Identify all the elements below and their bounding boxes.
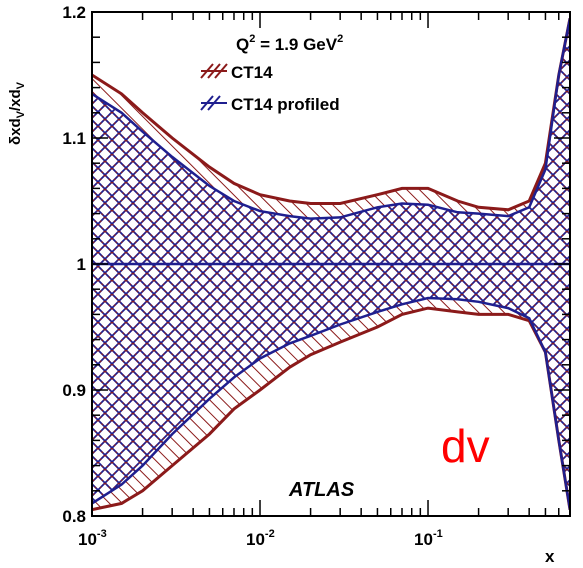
y-axis-label-delta: δxd — [7, 118, 24, 145]
dv-label: dv — [441, 420, 490, 472]
line-ct14-lower — [92, 306, 570, 512]
atlas-label: ATLAS — [288, 479, 355, 501]
x-tick-label: 10-1 — [414, 528, 443, 549]
x-tick-label: 10-2 — [246, 528, 275, 549]
y-axis-label-slash: /xd — [7, 89, 24, 111]
q2-sup2: 2 — [337, 33, 343, 45]
y-tick-label: 0.8 — [62, 507, 86, 526]
legend-swatch-profiled — [200, 95, 227, 111]
y-axis-label-sub1: V — [15, 110, 27, 118]
y-tick-label: 1 — [77, 255, 86, 274]
y-axis-label: δxdV/xdV — [7, 81, 27, 145]
axis-ticks: 0.8 0.9 1 1.1 1.2 10-3 10-2 10-1 — [62, 3, 571, 549]
y-tick-label: 1.2 — [62, 3, 86, 22]
line-profiled-lower — [92, 296, 570, 510]
x-tick-label: 10-3 — [78, 528, 107, 549]
y-tick-label: 1.1 — [62, 129, 86, 148]
q2-prefix: Q — [236, 35, 249, 54]
legend-label-ct14: CT14 — [231, 63, 273, 82]
legend-label-profiled: CT14 profiled — [231, 95, 340, 114]
legend-swatch-ct14 — [200, 63, 228, 79]
y-tick-label: 0.9 — [62, 381, 86, 400]
line-ct14-upper — [92, 18, 570, 212]
x-axis-label: x — [545, 547, 555, 566]
q2-annotation: Q2 = 1.9 GeV2 — [236, 33, 343, 54]
q2-middle: = 1.9 GeV — [255, 35, 337, 54]
y-axis-label-sub2: V — [15, 81, 27, 89]
line-profiled-upper — [92, 18, 570, 220]
plot-area — [92, 18, 570, 512]
legend: CT14 CT14 profiled — [200, 63, 340, 114]
q2-sup1: 2 — [249, 33, 255, 45]
